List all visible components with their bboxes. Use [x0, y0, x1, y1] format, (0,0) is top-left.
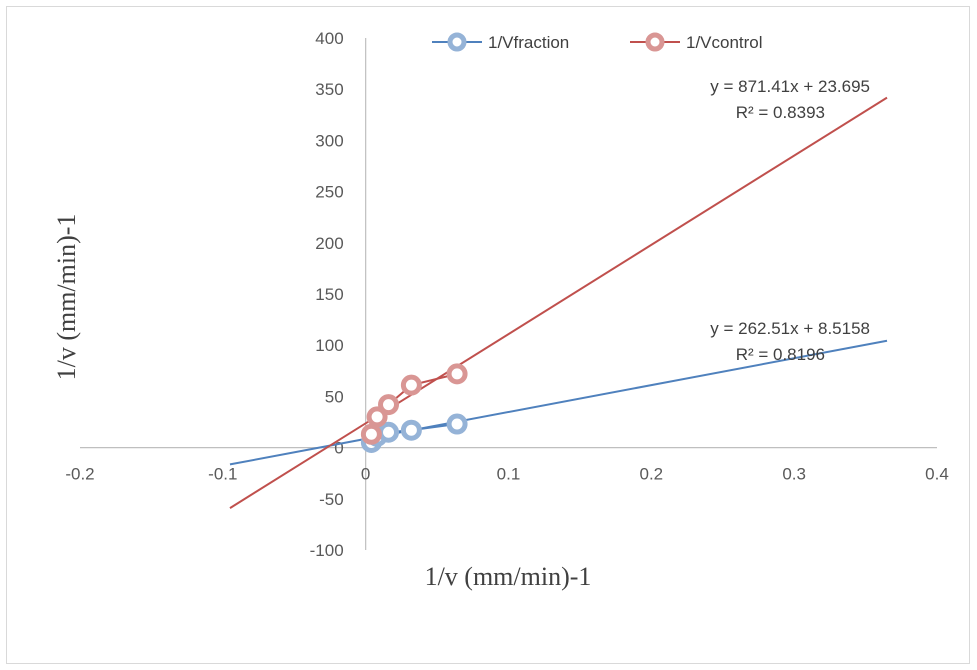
legend: 1/Vfraction 1/Vcontrol: [432, 32, 763, 52]
trendline-r2: R² = 0.8196: [736, 345, 825, 364]
y-tick-label: 50: [325, 387, 344, 406]
legend-label: 1/Vcontrol: [686, 33, 763, 52]
x-tick-label: -0.2: [65, 465, 94, 484]
data-point: [378, 394, 400, 416]
x-tick-label: 0.2: [640, 465, 664, 484]
y-tick-label: 150: [315, 285, 343, 304]
y-tick-label: 400: [315, 29, 343, 48]
trendline-equations: y = 262.51x + 8.5158 R² = 0.8196 y = 871.4…: [710, 77, 870, 364]
legend-marker-1: [645, 32, 665, 52]
y-tick-label: 0: [334, 439, 343, 458]
x-tick-labels: -0.2 -0.1 0 0.1 0.2 0.3 0.4: [65, 465, 948, 484]
data-point: [366, 406, 388, 428]
y-tick-label: 100: [315, 336, 343, 355]
data-point: [400, 419, 422, 441]
data-points: [360, 363, 468, 453]
y-tick-label: 350: [315, 80, 343, 99]
trendline-equation: y = 871.41x + 23.695: [710, 77, 870, 96]
legend-label: 1/Vfraction: [488, 33, 569, 52]
x-tick-label: 0: [361, 465, 370, 484]
data-point: [400, 374, 422, 396]
y-tick-label: 300: [315, 131, 343, 150]
y-tick-label: -50: [319, 490, 344, 509]
data-point: [446, 363, 468, 385]
trendlines: [229, 96, 888, 509]
x-tick-label: 0.1: [497, 465, 521, 484]
x-tick-label: -0.1: [208, 465, 237, 484]
trendline-equation: y = 262.51x + 8.5158: [710, 319, 870, 338]
y-axis-title: 1/v (mm/min)-1: [52, 214, 81, 381]
x-tick-label: 0.3: [782, 465, 806, 484]
data-point: [446, 413, 468, 435]
trendline-r2: R² = 0.8393: [736, 103, 825, 122]
y-tick-label: -100: [310, 541, 344, 560]
legend-marker-0: [447, 32, 467, 52]
x-axis-title: 1/v (mm/min)-1: [425, 562, 592, 591]
axes: [80, 38, 937, 550]
data-point: [360, 423, 382, 445]
chart-area: [6, 6, 970, 664]
trendline-0: [229, 339, 888, 466]
x-tick-label: 0.4: [925, 465, 949, 484]
y-tick-label: 250: [315, 183, 343, 202]
y-tick-labels: -100 -50 0 50 100 150 200 250 300 350 400: [310, 29, 344, 560]
trendline-1: [229, 96, 888, 509]
y-tick-label: 200: [315, 234, 343, 253]
data-point: [378, 421, 400, 443]
